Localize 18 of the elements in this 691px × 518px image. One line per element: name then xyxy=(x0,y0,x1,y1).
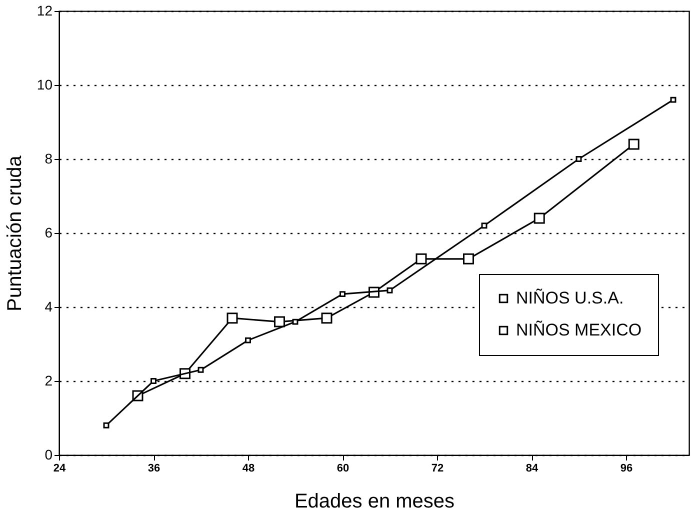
x-axis-title: Edades en meses xyxy=(294,490,455,512)
y-tick-label: 4 xyxy=(44,298,53,314)
y-tick-label: 8 xyxy=(44,150,53,166)
x-tick-label: 84 xyxy=(526,462,539,474)
x-tick-label: 60 xyxy=(336,462,350,474)
y-tick-label: 6 xyxy=(44,224,53,240)
y-tick-label: 0 xyxy=(44,446,53,462)
x-tick-label: 24 xyxy=(53,462,66,474)
y-tick-label: 10 xyxy=(36,76,53,92)
x-tick-label: 36 xyxy=(148,462,160,474)
y-tick-label: 2 xyxy=(44,372,53,388)
x-tick-label: 48 xyxy=(242,462,255,474)
legend-label: NIÑOS MEXICO xyxy=(516,320,642,340)
y-axis-title: Puntuación cruda xyxy=(4,154,26,312)
x-tick-label: 96 xyxy=(620,462,633,474)
x-tick-label: 72 xyxy=(431,462,444,474)
y-tick-label: 12 xyxy=(36,2,53,18)
legend-label: NIÑOS U.S.A. xyxy=(516,288,624,308)
